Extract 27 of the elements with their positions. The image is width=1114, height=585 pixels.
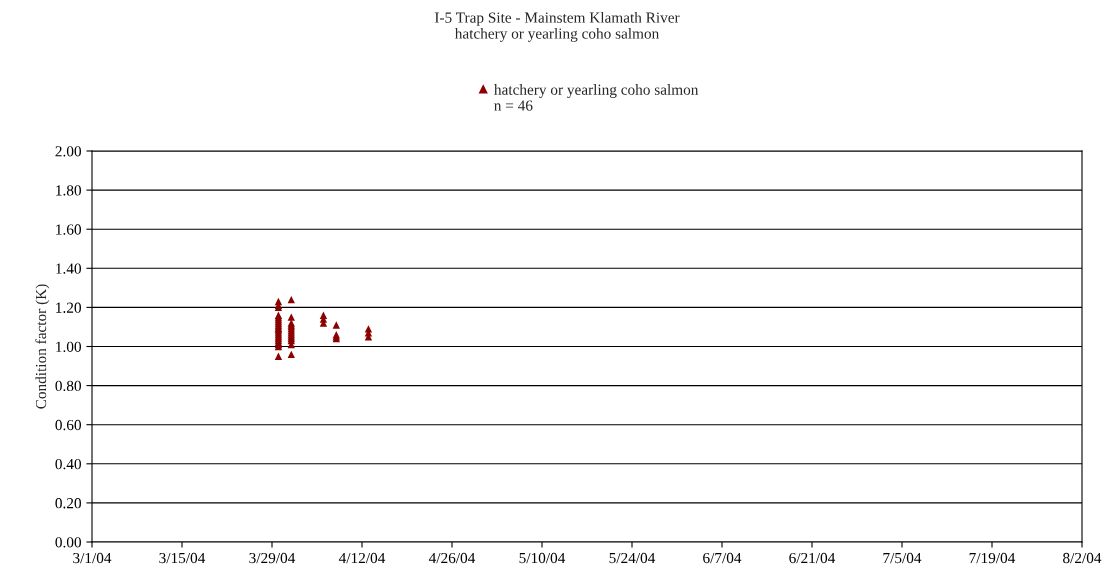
y-axis-title: Condition factor (K): [35, 284, 50, 409]
x-tick-label: 4/12/04: [338, 552, 386, 564]
x-tick-label: 5/24/04: [609, 552, 656, 564]
y-tick-label: 0.00: [55, 537, 81, 548]
y-tick-label: 1.40: [56, 263, 81, 274]
x-tick-label: 8/2/04: [1063, 552, 1102, 564]
x-tick-label: 6/21/04: [789, 552, 836, 564]
y-tick-label: 1.80: [56, 185, 81, 196]
chart-title: I-5 Trap Site - Mainstem Klamath River hatchery or yearling coho salmon: [434, 12, 680, 42]
x-tick-label: 5/10/04: [519, 552, 566, 564]
y-tick-label: 1.20: [56, 302, 81, 313]
x-tick-label: 7/19/04: [969, 552, 1016, 564]
y-tick-label: 2.00: [55, 146, 81, 157]
x-tick-label: 3/29/04: [249, 552, 296, 564]
x-tick-label: 6/7/04: [703, 552, 742, 564]
y-tick-label: 1.00: [56, 341, 81, 353]
y-tick-label: 0.60: [55, 419, 81, 431]
x-tick-label: 3/1/04: [73, 552, 112, 564]
y-tick-label: 1.60: [56, 224, 81, 235]
legend-label: hatchery or yearling coho salmon: [494, 84, 699, 98]
y-tick-label: 0.40: [55, 458, 81, 470]
text: n = 46: [494, 100, 533, 111]
x-tick-label: 4/26/04: [428, 552, 476, 564]
x-tick-label: 3/15/04: [159, 552, 206, 564]
y-tick-label: 0.20: [55, 498, 81, 509]
x-tick-label: 7/5/04: [883, 552, 922, 564]
y-tick-label: 0.80: [55, 380, 81, 392]
